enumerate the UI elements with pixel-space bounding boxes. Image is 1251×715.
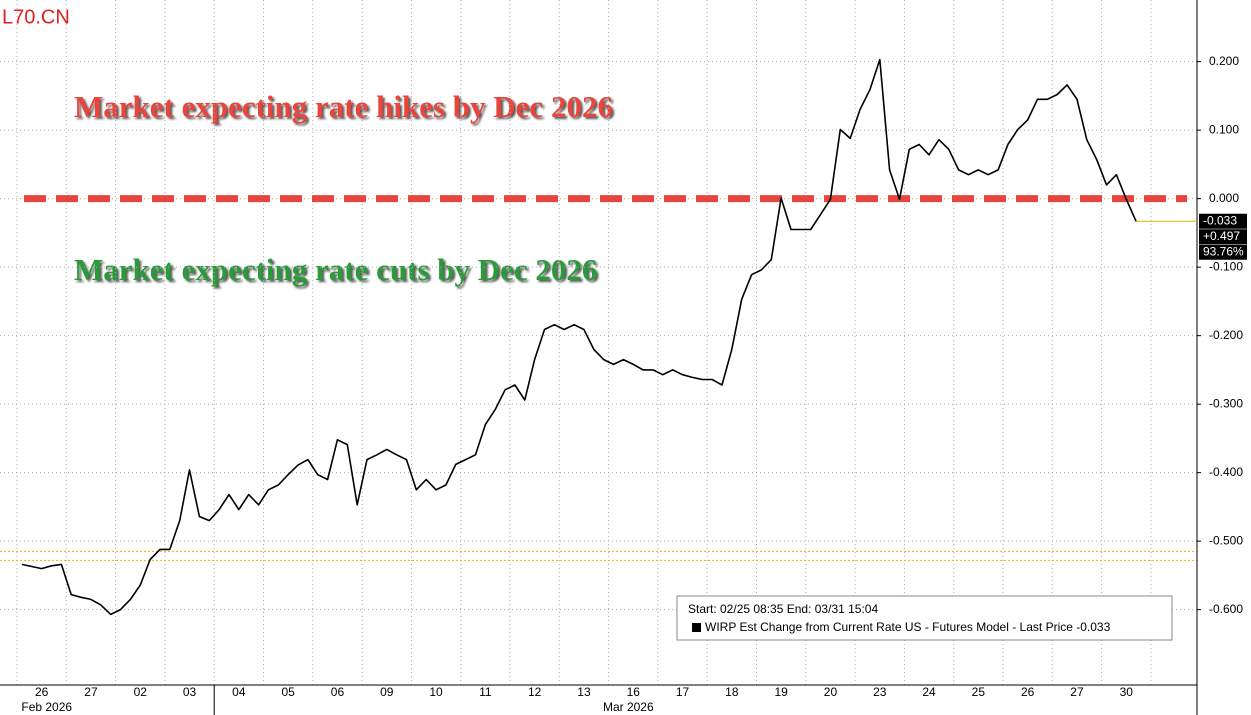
x-tick-label: 26: [35, 685, 49, 699]
x-tick-label: 02: [134, 685, 148, 699]
month-label: Mar 2026: [603, 700, 654, 714]
x-tick-label: 19: [774, 685, 788, 699]
x-tick-label: 13: [577, 685, 591, 699]
y-tick-label: -0.600: [1209, 602, 1243, 616]
x-tick-label: 03: [183, 685, 197, 699]
legend-swatch: [692, 623, 701, 632]
x-tick-label: 11: [479, 685, 492, 699]
x-tick-label: 04: [232, 685, 246, 699]
annotation-cuts: Market expecting rate cuts by Dec 2026: [74, 252, 597, 287]
y-tick-label: -0.400: [1209, 465, 1243, 479]
x-tick-label: 25: [972, 685, 986, 699]
price-label-box: [1199, 229, 1247, 245]
y-tick-label: 0.200: [1209, 54, 1239, 68]
x-tick-label: 24: [922, 685, 936, 699]
price-label: 93.76%: [1203, 244, 1244, 258]
y-tick-label: 0.000: [1209, 191, 1239, 205]
x-tick-label: 05: [281, 685, 295, 699]
x-tick-label: 27: [1070, 685, 1084, 699]
month-label: Feb 2026: [21, 700, 72, 714]
price-label-box: [1199, 213, 1247, 229]
annotation-hikes: Market expecting rate hikes by Dec 2026: [74, 89, 613, 124]
y-tick-label: -0.200: [1209, 328, 1243, 342]
price-label: +0.497: [1203, 229, 1240, 243]
price-label: -0.033: [1203, 213, 1237, 227]
watermark: L70.CN: [2, 6, 70, 28]
x-tick-label: 20: [824, 685, 838, 699]
legend-header: Start: 02/25 08:35 End: 03/31 15:04: [688, 602, 878, 616]
y-tick-label: 0.100: [1209, 122, 1239, 136]
x-tick-label: 26: [1021, 685, 1035, 699]
x-tick-label: 23: [873, 685, 887, 699]
x-tick-label: 09: [380, 685, 394, 699]
x-tick-label: 30: [1120, 685, 1134, 699]
x-tick-label: 12: [528, 685, 542, 699]
x-tick-label: 18: [725, 685, 739, 699]
legend-box: [676, 595, 1173, 641]
y-tick-label: -0.500: [1209, 533, 1243, 547]
x-tick-label: 06: [331, 685, 345, 699]
x-tick-label: 27: [84, 685, 98, 699]
y-tick-label: -0.300: [1209, 396, 1243, 410]
x-tick-label: 17: [676, 685, 690, 699]
x-tick-label: 16: [627, 685, 641, 699]
legend-entry: WIRP Est Change from Current Rate US - F…: [705, 620, 1111, 634]
series-line: [21, 58, 1137, 616]
x-tick-label: 10: [429, 685, 443, 699]
y-tick-label: -0.100: [1209, 259, 1243, 273]
price-label-box: [1199, 244, 1247, 260]
